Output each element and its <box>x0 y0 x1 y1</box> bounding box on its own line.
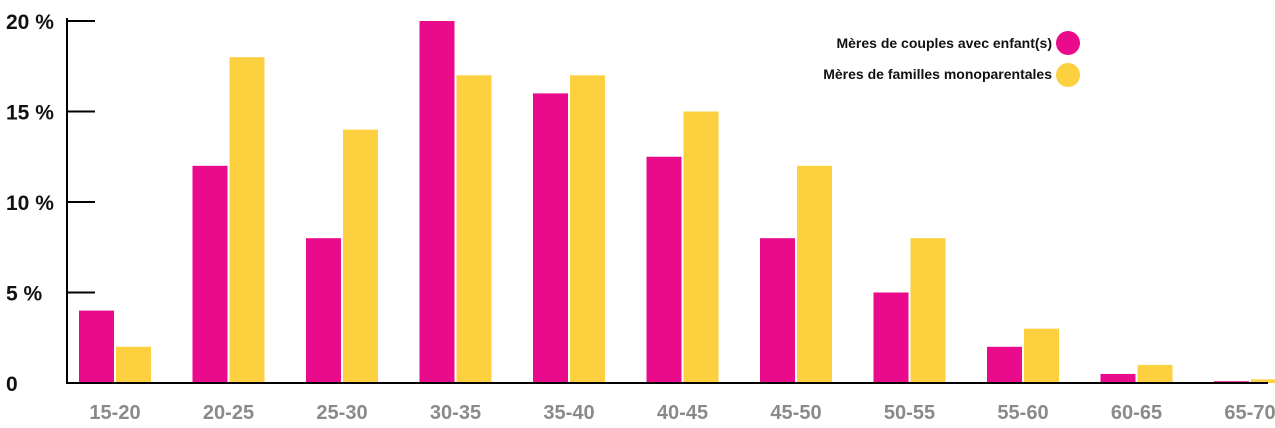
bar-monoparentales <box>910 238 946 383</box>
x-axis: 15-20 20-25 25-30 30-35 35-40 40-45 45-50 50-55… <box>67 382 1275 424</box>
x-tick-label: 45-50 <box>770 402 821 424</box>
bar-couples <box>1100 373 1136 383</box>
legend-label-monoparentales: Mères de familles monoparentales <box>823 66 1052 82</box>
y-axis: 0 5 % 10 % 15 % 20 % <box>6 11 95 396</box>
legend-swatch-couples <box>1056 31 1080 55</box>
x-tick-label: 60-65 <box>1111 402 1162 424</box>
x-tick-label: 55-60 <box>997 402 1048 424</box>
bar-couples <box>192 165 228 383</box>
bar-couples <box>646 156 682 383</box>
bar-monoparentales <box>343 129 378 383</box>
x-tick-label: 15-20 <box>89 402 140 424</box>
x-tick-label: 30-35 <box>430 402 481 424</box>
bar-monoparentales <box>1251 379 1275 383</box>
y-tick-label: 5 % <box>6 283 43 306</box>
bar-couples <box>873 292 909 383</box>
legend-item-monoparentales: Mères de familles monoparentales <box>823 63 1080 87</box>
bars <box>79 21 1275 384</box>
bar-couples <box>533 93 568 384</box>
bar-monoparentales <box>1024 328 1059 383</box>
bar-monoparentales <box>797 165 832 383</box>
bar-monoparentales <box>116 346 151 383</box>
y-tick-label: 10 % <box>6 192 54 215</box>
bar-monoparentales <box>570 75 605 384</box>
bar-monoparentales <box>1137 364 1173 383</box>
bar-couples <box>760 238 795 383</box>
legend-swatch-monoparentales <box>1056 63 1080 87</box>
y-tick-label: 0 <box>6 373 18 396</box>
x-tick-label: 35-40 <box>543 402 594 424</box>
bar-couples <box>79 310 114 383</box>
x-tick-label: 40-45 <box>657 402 708 424</box>
y-tick-label: 20 % <box>6 11 54 34</box>
bar-couples <box>419 21 455 383</box>
y-tick-label: 15 % <box>6 102 54 125</box>
legend-label-couples: Mères de couples avec enfant(s) <box>836 35 1052 51</box>
legend-item-couples: Mères de couples avec enfant(s) <box>836 31 1080 55</box>
x-tick-label: 50-55 <box>884 402 935 424</box>
bar-monoparentales <box>456 75 492 384</box>
bar-monoparentales <box>683 111 719 383</box>
bar-couples <box>306 238 341 383</box>
x-tick-label: 25-30 <box>316 402 367 424</box>
x-tick-label: 65-70 <box>1224 402 1275 424</box>
x-tick-label: 20-25 <box>203 402 254 424</box>
bar-monoparentales <box>229 57 265 383</box>
bar-couples <box>987 346 1022 383</box>
legend: Mères de couples avec enfant(s) Mères de… <box>823 31 1080 87</box>
